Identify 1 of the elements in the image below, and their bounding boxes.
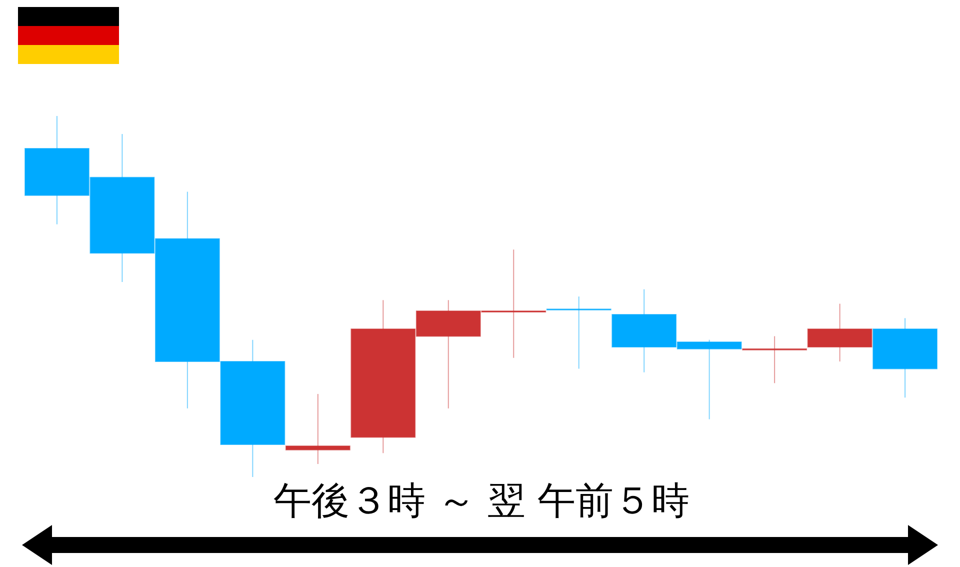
x-axis-title: 午後３時 ～ 翌 午前５時 (273, 478, 690, 522)
